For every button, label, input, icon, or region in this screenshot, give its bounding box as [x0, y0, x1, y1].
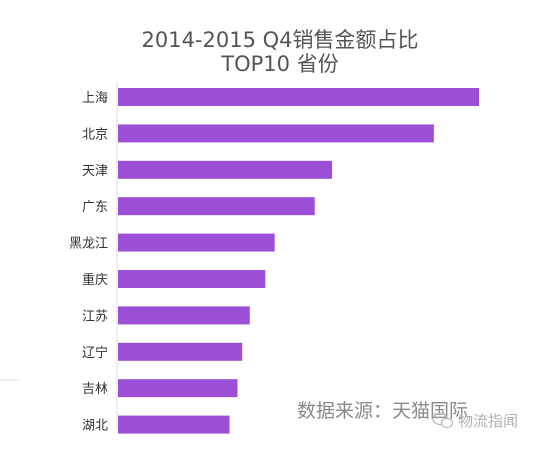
category-label-6: 江苏	[82, 308, 108, 324]
bar-9	[118, 415, 230, 434]
bar-6	[118, 306, 250, 325]
category-label-8: 吉林	[82, 382, 108, 397]
category-label-5: 重庆	[82, 272, 108, 288]
chart-title: 2014-2015 Q4销售金额占比	[141, 28, 418, 52]
category-label-1: 北京	[82, 127, 108, 142]
category-label-3: 广东	[82, 200, 108, 215]
category-label-9: 湖北	[82, 419, 108, 434]
bar-3	[118, 197, 315, 216]
category-label-4: 黑龙江	[69, 237, 108, 252]
watermark: 物流指闻	[432, 412, 518, 430]
watermark-text: 物流指闻	[458, 412, 518, 430]
chart-subtitle: TOP10 省份	[220, 52, 338, 76]
bars-group	[118, 88, 479, 434]
category-label-2: 天津	[82, 164, 108, 179]
wechat-icon	[432, 412, 454, 429]
source-note: 数据来源：天猫国际	[297, 400, 468, 422]
bar-1	[118, 124, 434, 143]
bar-8	[118, 379, 238, 398]
bar-7	[118, 342, 243, 361]
bar-0	[118, 88, 479, 106]
category-label-0: 上海	[82, 91, 108, 106]
bar-2	[118, 160, 333, 179]
bar-5	[118, 270, 266, 288]
category-label-7: 辽宁	[82, 345, 108, 361]
bar-4	[118, 233, 275, 252]
